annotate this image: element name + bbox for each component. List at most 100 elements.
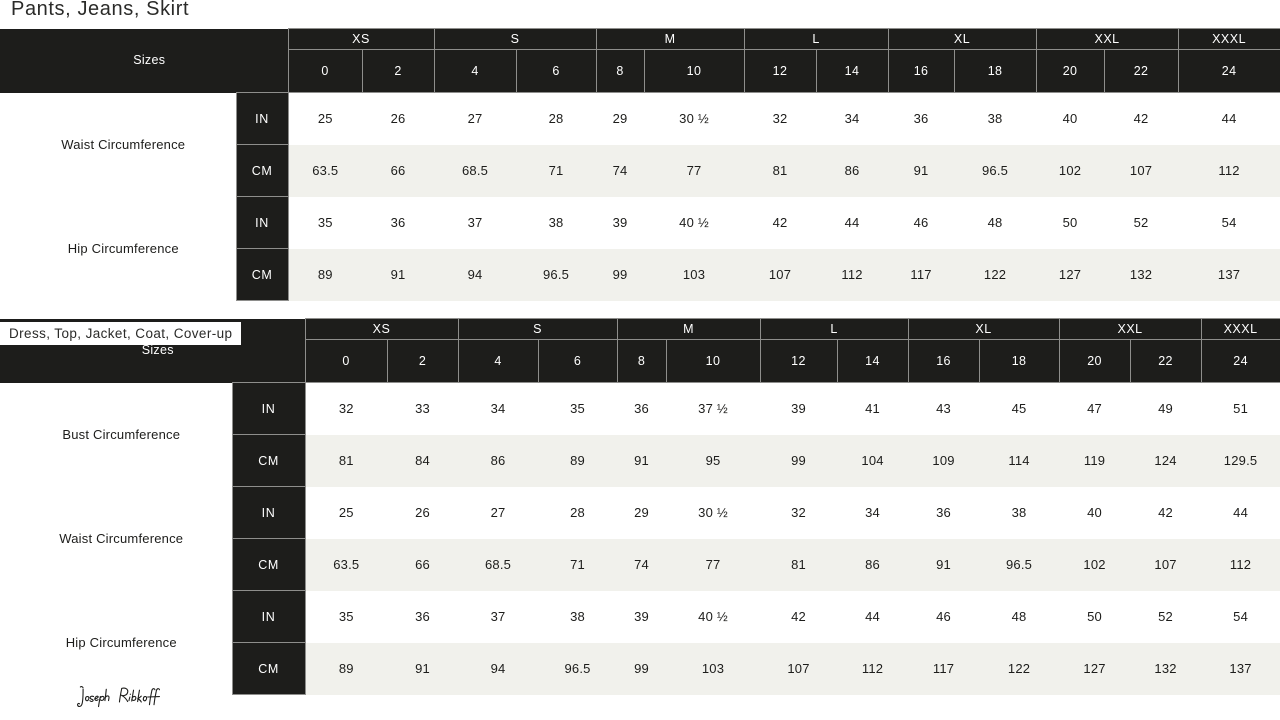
- measurement-label-waist-2: Waist Circumference: [0, 486, 232, 591]
- size-group-xs-2: XS: [304, 318, 459, 340]
- value-cell: 109: [908, 434, 980, 487]
- value-cell: 107: [744, 248, 817, 301]
- value-cell: 34: [458, 382, 539, 435]
- value-cell: 112: [1201, 538, 1280, 591]
- value-cell: 119: [1059, 434, 1131, 487]
- value-cell: 39: [596, 196, 645, 249]
- size-number-22-1: 22: [1103, 49, 1179, 93]
- unit-cell-in: IN: [235, 92, 289, 145]
- value-cell: 132: [1130, 642, 1202, 695]
- value-cell: 29: [617, 486, 667, 539]
- size-number-18-2: 18: [978, 339, 1060, 383]
- value-cell: 117: [888, 248, 955, 301]
- value-cell: 54: [1178, 196, 1280, 249]
- measurement-label-bust-2: Bust Circumference: [0, 382, 232, 487]
- value-cell: 35: [288, 196, 363, 249]
- size-group-xxxl-1: XXXL: [1177, 28, 1280, 50]
- value-cell: 63.5: [288, 144, 363, 197]
- value-cell: 39: [760, 382, 838, 435]
- value-cell: 89: [538, 434, 618, 487]
- table1-body: Waist Circumference IN 25 26 27 28 29 30…: [0, 92, 1280, 301]
- value-cell: 89: [305, 642, 388, 695]
- size-group-l-2: L: [759, 318, 909, 340]
- size-number-10-1: 10: [643, 49, 745, 93]
- size-group-s-2: S: [457, 318, 618, 340]
- value-cell: 27: [458, 486, 539, 539]
- value-cell: 91: [617, 434, 667, 487]
- value-cell: 117: [908, 642, 980, 695]
- value-cell: 112: [1178, 144, 1280, 197]
- value-cell: 66: [387, 538, 459, 591]
- value-cell: 51: [1201, 382, 1280, 435]
- value-cell: 91: [387, 642, 459, 695]
- unit-cell-in: IN: [231, 590, 306, 643]
- value-cell: 28: [516, 92, 597, 145]
- size-number-2-2: 2: [386, 339, 459, 383]
- size-group-m-1: M: [595, 28, 745, 50]
- value-cell: 102: [1036, 144, 1105, 197]
- value-cell: 29: [596, 92, 645, 145]
- table1-head: Sizes XS S M L XL XXL XXXL 0 2 4 6 8 10 …: [0, 28, 1280, 93]
- size-number-12-1: 12: [743, 49, 817, 93]
- size-number-0-2: 0: [304, 339, 388, 383]
- value-cell: 91: [908, 538, 980, 591]
- value-cell: 41: [837, 382, 909, 435]
- value-cell: 44: [816, 196, 889, 249]
- value-cell: 44: [1201, 486, 1280, 539]
- size-number-22-2: 22: [1129, 339, 1202, 383]
- size-number-6-2: 6: [537, 339, 618, 383]
- table-row: CM 63.5 66 68.5 71 74 77 81 86 91 96.5 1…: [0, 538, 1280, 591]
- value-cell: 124: [1130, 434, 1202, 487]
- value-cell: 137: [1201, 642, 1280, 695]
- table-row: Waist Circumference IN 25 26 27 28 29 30…: [0, 486, 1280, 591]
- value-cell: 46: [908, 590, 980, 643]
- value-cell: 81: [760, 538, 838, 591]
- value-cell: 81: [305, 434, 388, 487]
- size-number-8-2: 8: [616, 339, 667, 383]
- value-cell: 37: [458, 590, 539, 643]
- unit-cell-cm: CM: [231, 538, 306, 591]
- table1-number-row: 0 2 4 6 8 10 12 14 16 18 20 22 24: [0, 49, 1280, 93]
- value-cell: 35: [305, 590, 388, 643]
- value-cell: 122: [979, 642, 1060, 695]
- size-number-12-2: 12: [759, 339, 838, 383]
- size-number-14-1: 14: [815, 49, 889, 93]
- value-cell: 49: [1130, 382, 1202, 435]
- value-cell: 40 ½: [666, 590, 761, 643]
- value-cell: 86: [837, 538, 909, 591]
- value-cell: 127: [1059, 642, 1131, 695]
- size-group-xxxl-2: XXXL: [1200, 318, 1280, 340]
- size-number-8-1: 8: [595, 49, 645, 93]
- value-cell: 25: [288, 92, 363, 145]
- value-cell: 91: [362, 248, 435, 301]
- table-row: CM 81 84 86 89 91 95 99 104 109 114 119 …: [0, 434, 1280, 487]
- table-row: CM 63.5 66 68.5 71 74 77 81 86 91 96.5 1…: [0, 144, 1280, 197]
- value-cell: 99: [760, 434, 838, 487]
- size-number-16-2: 16: [907, 339, 980, 383]
- size-table-dress: Sizes XS S M L XL XXL XXXL 0 2 4 6 8 10 …: [0, 318, 1280, 695]
- value-cell: 102: [1059, 538, 1131, 591]
- value-cell: 30 ½: [644, 92, 745, 145]
- value-cell: 99: [596, 248, 645, 301]
- value-cell: 114: [979, 434, 1060, 487]
- value-cell: 74: [596, 144, 645, 197]
- value-cell: 35: [538, 382, 618, 435]
- value-cell: 137: [1178, 248, 1280, 301]
- table1-group-row: Sizes XS S M L XL XXL XXXL: [0, 28, 1280, 93]
- value-cell: 39: [617, 590, 667, 643]
- section-title-dress: Dress, Top, Jacket, Coat, Cover-up: [0, 322, 242, 345]
- value-cell: 84: [387, 434, 459, 487]
- value-cell: 40: [1059, 486, 1131, 539]
- size-table-pants: Sizes XS S M L XL XXL XXXL 0 2 4 6 8 10 …: [0, 28, 1280, 301]
- value-cell: 81: [744, 144, 817, 197]
- size-group-xl-1: XL: [887, 28, 1037, 50]
- size-group-xl-2: XL: [907, 318, 1060, 340]
- value-cell: 95: [666, 434, 761, 487]
- unit-cell-in: IN: [231, 382, 306, 435]
- size-number-20-1: 20: [1035, 49, 1105, 93]
- unit-cell-cm: CM: [231, 434, 306, 487]
- size-group-xxl-1: XXL: [1035, 28, 1179, 50]
- value-cell: 38: [954, 92, 1037, 145]
- value-cell: 50: [1059, 590, 1131, 643]
- size-group-xxl-2: XXL: [1058, 318, 1202, 340]
